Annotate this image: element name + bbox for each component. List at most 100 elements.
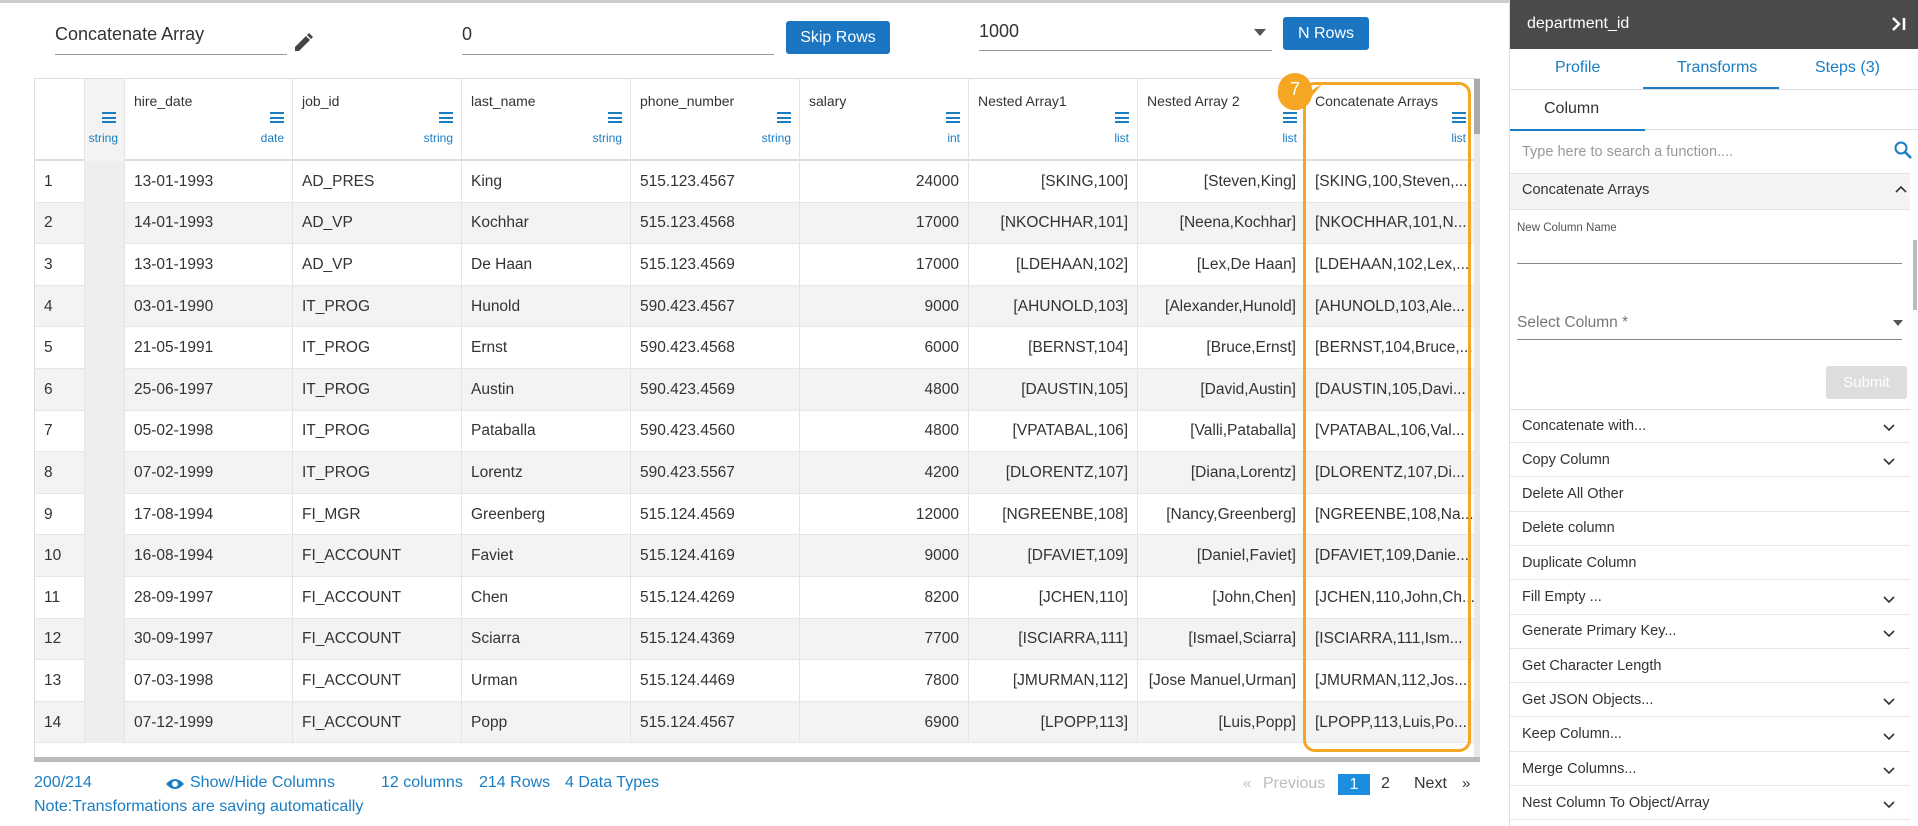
- cell: Popp: [462, 701, 631, 744]
- column-name: Nested Array1: [978, 93, 1067, 109]
- tab[interactable]: Steps (3): [1815, 59, 1880, 76]
- function-item[interactable]: Merge Columns...: [1510, 752, 1910, 786]
- column-type: date: [260, 131, 284, 145]
- column-header[interactable]: Nested Array1 list: [969, 79, 1138, 161]
- cell: [David,Austin]: [1138, 369, 1306, 411]
- submit-button[interactable]: Submit: [1826, 366, 1907, 399]
- cell: Austin: [462, 369, 631, 411]
- cell: King: [462, 161, 631, 203]
- new-column-input[interactable]: [1517, 263, 1902, 264]
- tab[interactable]: Profile: [1555, 59, 1601, 76]
- row-number: 4: [35, 285, 85, 328]
- menu-icon[interactable]: [1283, 112, 1297, 123]
- function-item[interactable]: Nest Column To Object/Array: [1510, 786, 1910, 821]
- n-rows-button[interactable]: N Rows: [1283, 17, 1369, 50]
- function-item[interactable]: Get Character Length: [1510, 649, 1910, 684]
- skip-rows-button[interactable]: Skip Rows: [786, 21, 890, 54]
- cell: 4800: [800, 369, 969, 411]
- column-header[interactable]: string: [85, 79, 125, 161]
- edit-icon[interactable]: [292, 32, 314, 54]
- dropdown-arrow: [1254, 29, 1266, 36]
- function-item[interactable]: Keep Column...: [1510, 718, 1910, 752]
- function-label: Duplicate Column: [1522, 554, 1637, 571]
- function-item[interactable]: Delete column: [1510, 512, 1910, 546]
- column-header[interactable]: phone_number string: [631, 79, 800, 161]
- show-hide-columns[interactable]: Show/Hide Columns: [190, 774, 335, 791]
- cell: [JCHEN,110]: [969, 577, 1138, 619]
- chevron-up: [1895, 185, 1907, 193]
- cell: 07-02-1999: [125, 452, 293, 494]
- cell: [DAUSTIN,105]: [969, 369, 1138, 411]
- function-item[interactable]: Fill Empty ...: [1510, 581, 1910, 615]
- function-item[interactable]: Generate Primary Key...: [1510, 615, 1910, 649]
- function-item[interactable]: Copy Column: [1510, 443, 1910, 478]
- function-label: Concatenate with...: [1522, 417, 1647, 434]
- tabs-rule: [1510, 89, 1918, 90]
- cell: [85, 618, 125, 661]
- menu-icon[interactable]: [439, 112, 453, 123]
- cell: [Valli,Pataballa]: [1138, 410, 1306, 453]
- scrollbar-track: [1474, 79, 1480, 757]
- table-row: [35, 493, 1479, 536]
- cell: [Alexander,Hunold]: [1138, 285, 1306, 328]
- menu-icon[interactable]: [270, 112, 284, 123]
- cell: Hunold: [462, 285, 631, 328]
- column-type: list: [1282, 131, 1297, 145]
- section-header[interactable]: [1510, 173, 1910, 210]
- cell: [85, 369, 125, 411]
- tab[interactable]: Transforms: [1677, 59, 1758, 76]
- menu-icon[interactable]: [946, 112, 960, 123]
- cell: Sciarra: [462, 618, 631, 661]
- cell: 4200: [800, 452, 969, 494]
- column-header[interactable]: salary int: [800, 79, 969, 161]
- function-label: Get JSON Objects...: [1522, 691, 1654, 708]
- cell: [Lex,De Haan]: [1138, 244, 1306, 286]
- first-page[interactable]: «: [1243, 775, 1252, 792]
- cell: [VPATABAL,106]: [969, 410, 1138, 453]
- column-header[interactable]: last_name string: [462, 79, 631, 161]
- cell: 07-03-1998: [125, 660, 293, 702]
- menu-icon[interactable]: [608, 112, 622, 123]
- n-rows-select[interactable]: 1000: [979, 21, 1272, 51]
- transform-name-input[interactable]: Concatenate Array: [55, 24, 287, 55]
- subtab[interactable]: Column: [1544, 100, 1600, 117]
- panel-header: [1510, 0, 1918, 49]
- menu-icon[interactable]: [1452, 112, 1466, 123]
- function-item[interactable]: Delete All Other: [1510, 478, 1910, 512]
- function-item[interactable]: Concatenate with...: [1510, 409, 1910, 443]
- cell: 515.123.4567: [631, 161, 800, 203]
- previous-page[interactable]: Previous: [1263, 775, 1326, 792]
- menu-icon[interactable]: [777, 112, 791, 123]
- function-item[interactable]: Duplicate Column: [1510, 546, 1910, 581]
- chevron-down: [1883, 458, 1895, 466]
- column-header[interactable]: job_id string: [293, 79, 462, 161]
- menu-icon[interactable]: [1115, 112, 1129, 123]
- function-item[interactable]: Get JSON Objects...: [1510, 683, 1910, 718]
- cell: 590.423.4567: [631, 285, 800, 328]
- cell: Kochhar: [462, 202, 631, 245]
- last-page[interactable]: »: [1462, 775, 1471, 792]
- column-header[interactable]: hire_date date: [125, 79, 293, 161]
- chevron-down: [1883, 424, 1895, 432]
- select-column[interactable]: Select Column *: [1517, 314, 1629, 331]
- column-type: string: [592, 131, 622, 145]
- row-number: 12: [35, 618, 85, 661]
- page-2[interactable]: 2: [1381, 775, 1390, 792]
- cell: [LDEHAAN,102]: [969, 244, 1138, 286]
- table-row: [35, 618, 1479, 661]
- cell: 7700: [800, 618, 969, 661]
- cell: 17000: [800, 244, 969, 286]
- next-page[interactable]: Next: [1414, 775, 1447, 792]
- collapse-icon[interactable]: [1891, 16, 1907, 32]
- skip-rows-input[interactable]: 0: [462, 24, 774, 55]
- row-number: 14: [35, 701, 85, 744]
- menu-icon[interactable]: [102, 112, 116, 123]
- cell: [85, 535, 125, 577]
- table-row: [35, 285, 1479, 328]
- function-search[interactable]: Type here to search a function....: [1522, 144, 1734, 160]
- cell: 4800: [800, 410, 969, 453]
- row-number: 8: [35, 452, 85, 494]
- callout-number: 7: [1289, 79, 1300, 99]
- page-1[interactable]: 1: [1338, 774, 1370, 795]
- search-icon[interactable]: [1894, 141, 1912, 159]
